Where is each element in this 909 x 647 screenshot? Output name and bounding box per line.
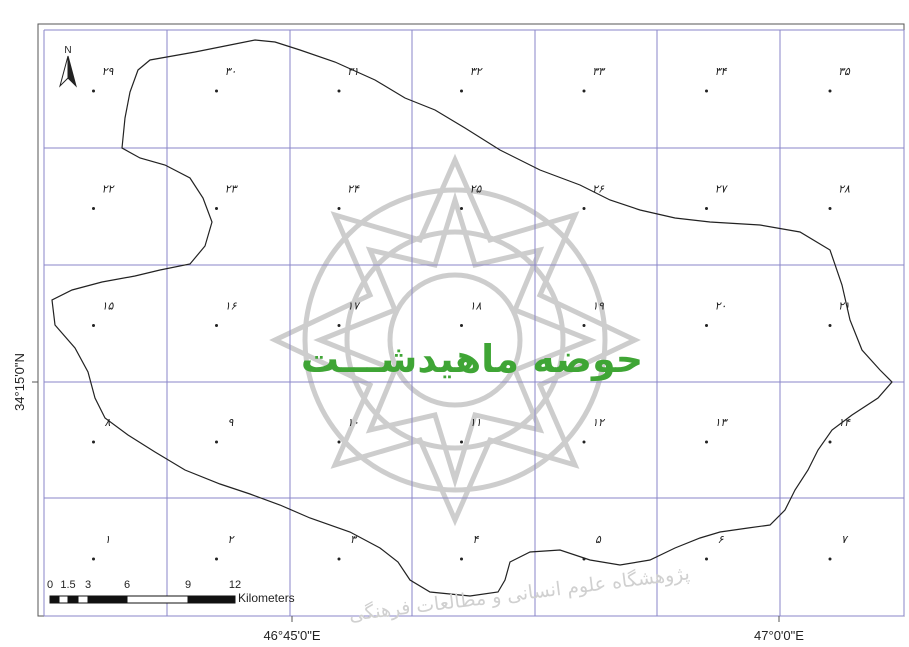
scale-tick-5: 12	[229, 579, 241, 591]
cell-point-10	[460, 207, 463, 210]
cell-label-5: ۳۴	[715, 65, 728, 78]
north-arrow-icon: N	[59, 45, 77, 88]
cell-label-32: ۵	[595, 533, 602, 546]
x-axis-label-2: 47°0'0"E	[754, 628, 804, 643]
cell-point-1	[215, 89, 218, 93]
cell-label-27: ۱۴	[838, 416, 851, 429]
north-arrow-label: N	[64, 45, 71, 56]
cell-label-18: ۱۹	[592, 300, 604, 313]
cell-label-12: ۲۷	[715, 183, 729, 196]
map-frame	[37, 23, 905, 617]
cell-point-33	[705, 557, 708, 561]
cell-point-19	[705, 324, 708, 327]
scale-segment-4	[87, 595, 128, 604]
cell-label-34: ۷	[841, 533, 849, 546]
cell-point-31	[460, 557, 463, 561]
cell-point-11	[582, 207, 586, 210]
grid-lines	[43, 29, 905, 617]
cell-point-20	[828, 324, 832, 327]
cell-point-23	[337, 440, 341, 444]
cell-label-20: ۲۱	[838, 300, 850, 313]
scale-segment-2	[67, 595, 79, 604]
scale-segment-6	[187, 595, 236, 604]
cell-label-9: ۲۴	[347, 183, 360, 196]
cell-point-22	[215, 440, 218, 444]
cell-point-28	[92, 557, 95, 561]
scale-tick-1: 1.5	[60, 579, 75, 591]
scale-bar: 0 1.5 3 6 9 12 Kilometers	[47, 579, 295, 605]
cell-label-10: ۲۵	[470, 183, 483, 196]
cell-point-26	[705, 440, 708, 444]
scale-tick-4: 9	[185, 579, 191, 591]
cell-point-7	[92, 207, 95, 210]
cell-label-30: ۳	[350, 533, 358, 546]
cell-point-0	[92, 89, 95, 93]
cell-point-4	[582, 89, 586, 93]
cell-label-25: ۱۲	[592, 416, 606, 429]
x-axis-label-1: 46°45'0"E	[263, 628, 320, 643]
cell-point-13	[828, 207, 832, 210]
cell-label-14: ۱۵	[102, 300, 115, 313]
cell-label-29: ۲	[228, 533, 236, 546]
cell-label-7: ۲۲	[102, 183, 116, 196]
cell-point-34	[828, 557, 832, 561]
cell-point-29	[215, 557, 218, 561]
cell-label-13: ۲۸	[838, 183, 850, 196]
cell-label-17: ۱۸	[470, 300, 482, 313]
scale-segment-3	[77, 595, 89, 604]
cell-label-28: ۱	[105, 533, 111, 546]
scale-tick-3: 6	[124, 579, 130, 591]
scale-segment-5	[126, 595, 189, 604]
cell-point-12	[705, 207, 708, 210]
cell-point-24	[460, 440, 463, 444]
cell-label-0: ۲۹	[102, 65, 114, 78]
cell-label-22: ۹	[228, 416, 234, 429]
cell-label-2: ۳۱	[347, 65, 359, 78]
cell-label-8: ۲۳	[225, 183, 239, 196]
cell-point-30	[337, 557, 341, 561]
cell-point-5	[705, 89, 708, 93]
cell-point-18	[582, 324, 586, 327]
cell-point-17	[460, 324, 463, 327]
cell-point-9	[337, 207, 341, 210]
cell-label-16: ۱۷	[347, 300, 361, 313]
cell-label-11: ۲۶	[592, 183, 605, 196]
cell-label-3: ۳۲	[470, 65, 484, 78]
cell-point-3	[460, 89, 463, 93]
scale-unit: Kilometers	[238, 591, 295, 605]
basin-boundary	[51, 39, 893, 597]
cell-label-24: ۱۱	[470, 416, 482, 429]
cell-label-6: ۳۵	[838, 65, 851, 78]
map-title: حوضه ماهیدشـــت	[301, 337, 643, 381]
scale-tick-0: 0	[47, 579, 53, 591]
cell-point-14	[92, 324, 95, 327]
cell-label-15: ۱۶	[225, 300, 238, 313]
cell-label-21: ۸	[105, 416, 111, 429]
cell-point-8	[215, 207, 218, 210]
cell-point-27	[828, 440, 832, 444]
cell-point-15	[215, 324, 218, 327]
cell-label-4: ۳۳	[592, 65, 606, 78]
cell-point-16	[337, 324, 341, 327]
cell-label-19: ۲۰	[715, 300, 727, 313]
y-axis-label: 34°15'0"N	[12, 353, 27, 411]
cell-point-6	[828, 89, 832, 93]
cell-label-26: ۱۳	[715, 416, 729, 429]
cell-point-2	[337, 89, 341, 93]
cell-label-31: ۴	[473, 533, 480, 546]
watermark-emblem	[269, 153, 641, 527]
cell-label-33: ۶	[718, 533, 725, 546]
cell-point-21	[92, 440, 95, 444]
cell-label-1: ۳۰	[225, 65, 237, 78]
cell-label-23: ۱۰	[347, 416, 359, 429]
scale-tick-2: 3	[85, 579, 91, 591]
scale-segment-0	[49, 595, 60, 604]
cell-point-32	[582, 557, 586, 561]
cell-point-25	[582, 440, 586, 444]
scale-segment-1	[58, 595, 69, 604]
